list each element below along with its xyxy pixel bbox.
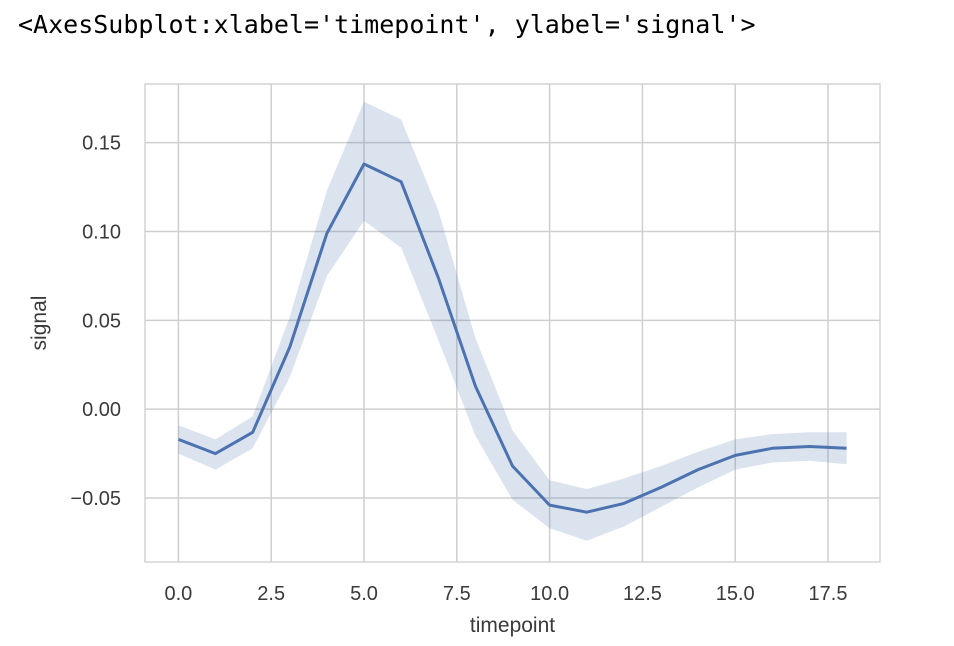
x-tick-label: 2.5	[257, 583, 285, 605]
x-tick-label: 17.5	[809, 583, 848, 605]
y-axis-label: signal	[28, 296, 51, 351]
x-tick-label: 12.5	[623, 583, 662, 605]
y-gridlines	[145, 141, 880, 499]
y-tick-labels: −0.05 0.00 0.05 0.10 0.15	[70, 133, 121, 510]
axes-repr-text: <AxesSubplot:xlabel='timepoint', ylabel=…	[18, 10, 756, 39]
signal-line	[177, 162, 847, 514]
x-tick-labels: 0.0 2.5 5.0 7.5 10.0 12.5 15.0 17.5	[165, 583, 848, 605]
y-tick-label: 0.15	[82, 133, 121, 155]
x-tick-label: 5.0	[350, 583, 378, 605]
x-tick-label: 10.0	[530, 583, 569, 605]
x-tick-label: 7.5	[443, 583, 471, 605]
y-tick-label: 0.10	[82, 221, 121, 243]
y-tick-label: 0.00	[82, 399, 121, 421]
y-tick-label: 0.05	[82, 310, 121, 332]
y-tick-label: −0.05	[70, 488, 121, 510]
confidence-band	[178, 101, 847, 541]
x-tick-label: 0.0	[165, 583, 193, 605]
x-tick-label: 15.0	[716, 583, 755, 605]
x-axis-label: timepoint	[470, 614, 555, 637]
plot-area-frame	[144, 83, 881, 563]
